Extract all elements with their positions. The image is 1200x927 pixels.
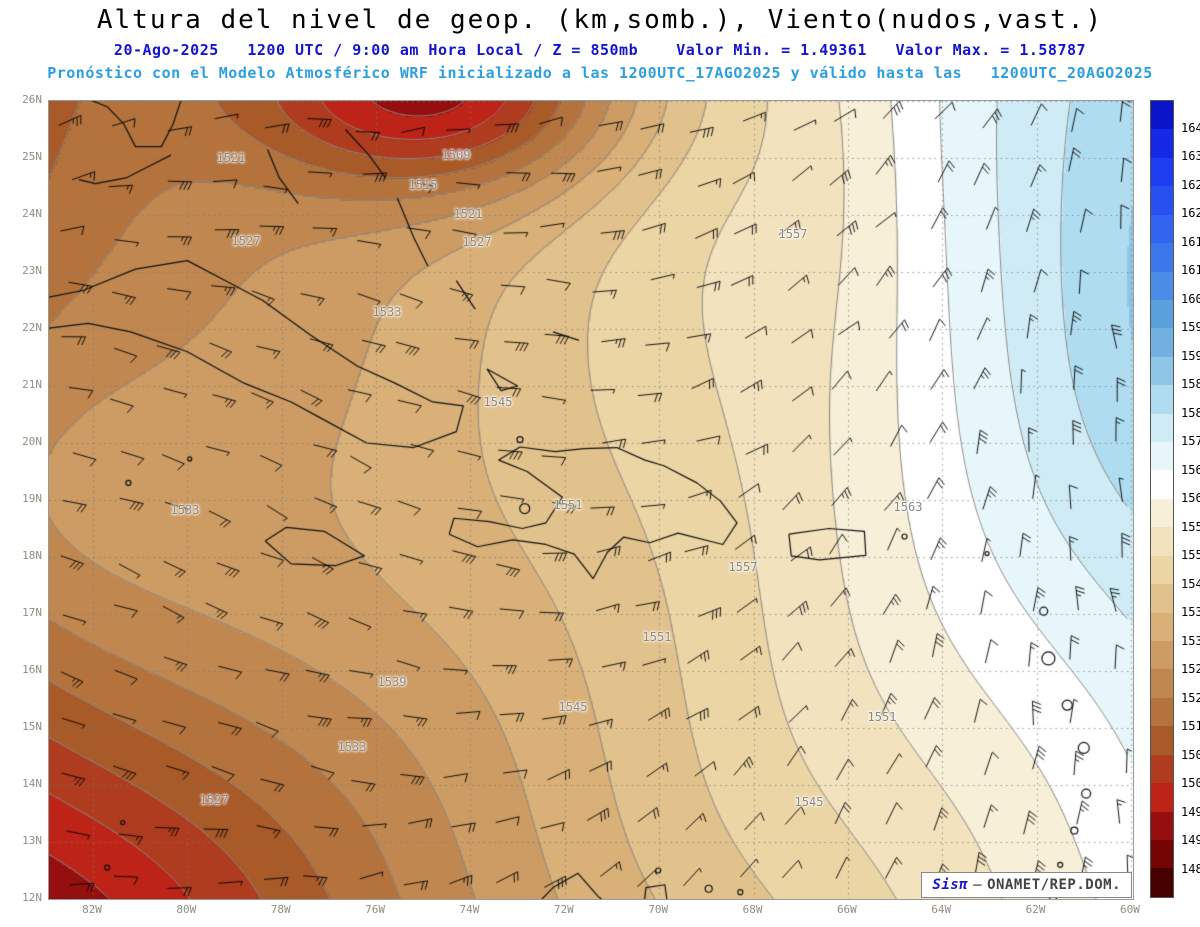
- lon-tick-70W: 70W: [648, 903, 669, 916]
- colorbar-label: 1599: [1181, 320, 1200, 334]
- colorbar-label: 1533: [1181, 633, 1200, 648]
- lat-tick-16N: 16N: [22, 663, 42, 676]
- colorbar-label: 1557: [1181, 519, 1200, 534]
- lon-tick-64W: 64W: [931, 903, 952, 916]
- colorbar-segment: [1151, 783, 1173, 812]
- lat-tick-20N: 20N: [22, 435, 42, 448]
- colorbar-segment: [1151, 186, 1173, 215]
- lat-tick-23N: 23N: [22, 264, 42, 277]
- colorbar-segment: [1151, 214, 1173, 244]
- page-title: Altura del nivel de geop. (km,somb.), Vi…: [96, 5, 1104, 35]
- colorbar-label: 1575: [1181, 434, 1200, 448]
- lon-tick-62W: 62W: [1025, 903, 1046, 916]
- lon-tick-78W: 78W: [270, 903, 291, 916]
- lat-tick-17N: 17N: [22, 606, 42, 619]
- lon-tick-80W: 80W: [176, 903, 197, 916]
- lon-tick-66W: 66W: [836, 903, 857, 916]
- colorbar-segment: [1151, 157, 1173, 187]
- colorbar-segment: [1151, 129, 1173, 158]
- lat-tick-21N: 21N: [22, 378, 42, 391]
- colorbar-label: 1629: [1181, 177, 1200, 192]
- lat-tick-13N: 13N: [22, 834, 42, 847]
- lat-tick-15N: 15N: [22, 720, 42, 733]
- colorbar-segment: [1151, 839, 1173, 869]
- brand-organization: ONAMET/REP.DOM.: [987, 877, 1121, 893]
- colorbar-label: 1539: [1181, 605, 1200, 619]
- colorbar-segment: [1151, 413, 1173, 443]
- brand-separator: –: [973, 877, 983, 893]
- map-area: 1521 1509 1515 1521 1527 1527 1557 1533 1545 1551…: [48, 100, 1134, 900]
- colorbar-segment: [1151, 612, 1173, 642]
- colorbar-segment: [1151, 498, 1173, 528]
- colorbar-label: 1551: [1181, 548, 1200, 562]
- lon-tick-72W: 72W: [553, 903, 574, 916]
- lon-tick-76W: 76W: [365, 903, 386, 916]
- colorbar-label: 1605: [1181, 291, 1200, 306]
- contour-map-canvas: [49, 101, 1133, 899]
- colorbar-segment: [1151, 584, 1173, 613]
- colorbar-segment: [1151, 555, 1173, 585]
- model-info-line: Pronóstico con el Modelo Atmosférico WRF…: [47, 64, 1153, 82]
- colorbar-segment: [1151, 811, 1173, 840]
- colorbar-segment: [1151, 527, 1173, 556]
- colorbar-segment: [1151, 299, 1173, 329]
- colorbar-label: 1617: [1181, 234, 1200, 249]
- colorbar-label: 1521: [1181, 690, 1200, 705]
- colorbar-label: 1509: [1181, 747, 1200, 762]
- colorbar-label: 1593: [1181, 348, 1200, 363]
- lat-tick-22N: 22N: [22, 321, 42, 334]
- brand-name: Sisπ: [932, 877, 969, 893]
- colorbar-label: 1569: [1181, 462, 1200, 477]
- lon-tick-60W: 60W: [1120, 903, 1140, 916]
- colorbar: [1150, 100, 1174, 898]
- branding-box: Sisπ – ONAMET/REP.DOM.: [921, 872, 1132, 898]
- colorbar-segment: [1151, 669, 1173, 698]
- colorbar-segment: [1151, 271, 1173, 300]
- colorbar-segment: [1151, 470, 1173, 499]
- lat-tick-26N: 26N: [22, 93, 42, 106]
- colorbar-label: 1623: [1181, 206, 1200, 220]
- colorbar-segment: [1151, 697, 1173, 727]
- colorbar-label: 1635: [1181, 149, 1200, 163]
- colorbar-segment: [1151, 356, 1173, 386]
- colorbar-label: 1545: [1181, 576, 1200, 591]
- lat-tick-14N: 14N: [22, 777, 42, 790]
- lat-tick-25N: 25N: [22, 150, 42, 163]
- lon-tick-68W: 68W: [742, 903, 763, 916]
- colorbar-segment: [1151, 243, 1173, 272]
- colorbar-segment: [1151, 754, 1173, 784]
- colorbar-label: 1485: [1181, 861, 1200, 876]
- colorbar-segment: [1151, 385, 1173, 414]
- colorbar-label: 1527: [1181, 662, 1200, 676]
- colorbar-segment: [1151, 641, 1173, 670]
- valid-time-line: 20-Ago-2025 1200 UTC / 9:00 am Hora Loca…: [113, 41, 1087, 59]
- colorbar-label: 1503: [1181, 776, 1200, 790]
- colorbar-segment: [1151, 101, 1173, 130]
- lat-tick-19N: 19N: [22, 492, 42, 505]
- lat-tick-18N: 18N: [22, 549, 42, 562]
- lon-tick-74W: 74W: [459, 903, 480, 916]
- colorbar-segment: [1151, 726, 1173, 755]
- lon-tick-82W: 82W: [82, 903, 102, 916]
- colorbar-label: 1497: [1181, 804, 1200, 819]
- lat-tick-12N: 12N: [22, 891, 42, 904]
- colorbar-segment: [1151, 868, 1173, 897]
- colorbar-label: 1563: [1181, 491, 1200, 505]
- colorbar-label: 1587: [1181, 377, 1200, 391]
- colorbar-segment: [1151, 328, 1173, 357]
- colorbar-segment: [1151, 442, 1173, 471]
- colorbar-label: 1515: [1181, 719, 1200, 733]
- lat-tick-24N: 24N: [22, 207, 42, 220]
